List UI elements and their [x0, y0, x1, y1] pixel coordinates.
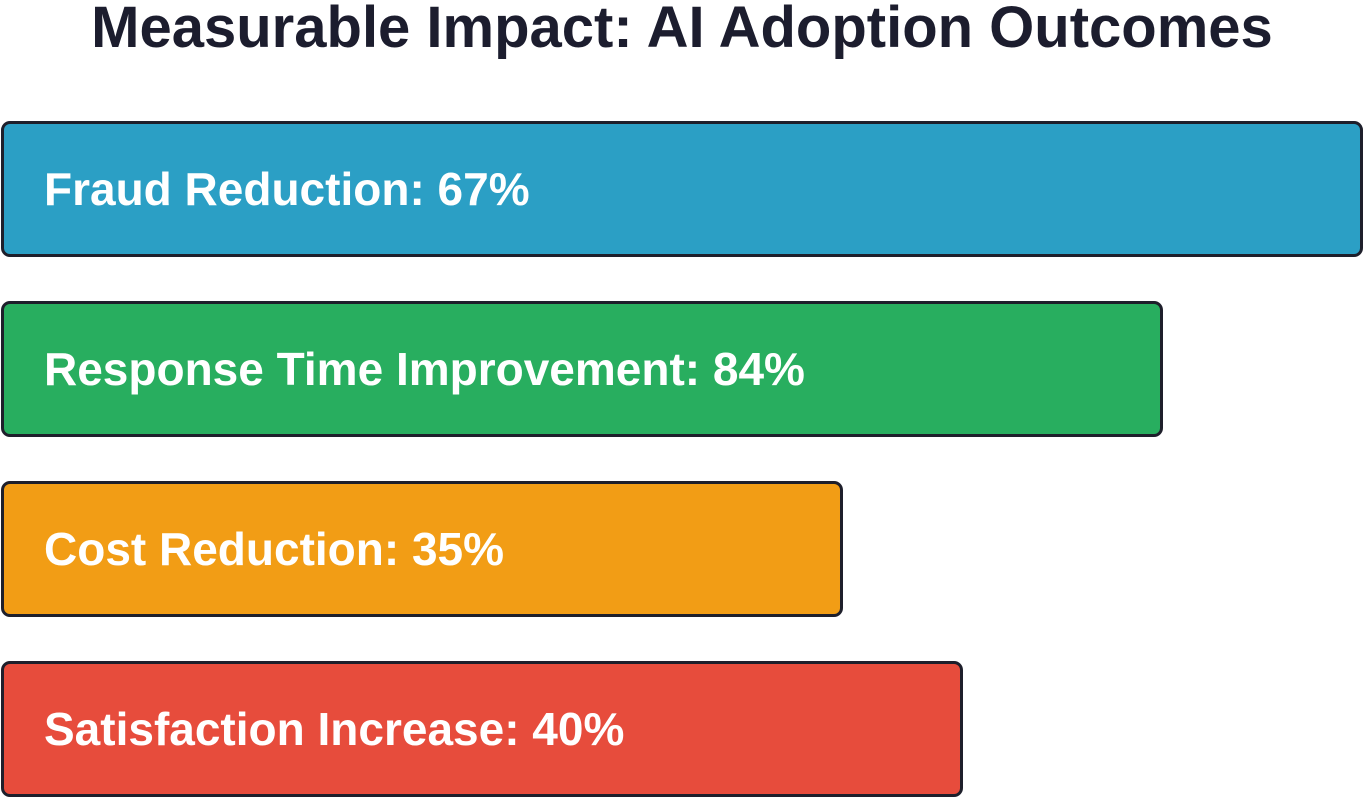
- outcome-label: Fraud Reduction: 67%: [44, 163, 530, 215]
- outcome-bar: Cost Reduction: 35%: [1, 481, 843, 617]
- outcome-label: Cost Reduction: 35%: [44, 523, 505, 575]
- outcome-label: Satisfaction Increase: 40%: [44, 703, 625, 755]
- outcome-bar: Response Time Improvement: 84%: [1, 301, 1163, 437]
- outcome-bar: Satisfaction Increase: 40%: [1, 661, 963, 797]
- outcome-bar: Fraud Reduction: 67%: [1, 121, 1363, 257]
- title: Measurable Impact: AI Adoption Outcomes: [91, 0, 1273, 60]
- outcome-label: Response Time Improvement: 84%: [44, 343, 805, 395]
